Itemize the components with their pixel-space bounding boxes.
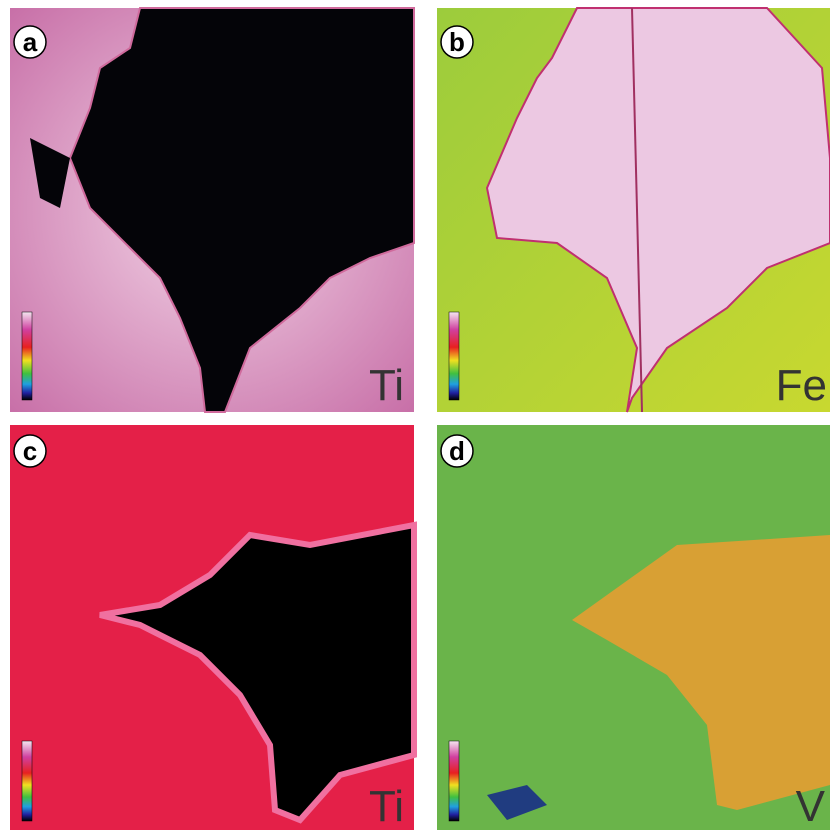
panel-c: c Ti [10,425,414,830]
element-label: Ti [369,782,404,830]
element-label: Fe [776,361,827,410]
panel-b: b Fe [437,8,830,412]
panel-a: a Ti [10,8,414,412]
element-label: Ti [369,361,404,410]
colorbar [449,741,459,821]
element-label: V [796,782,826,830]
panel-label: b [449,27,465,57]
colorbar [22,741,32,821]
panel-d: d V [437,425,830,830]
colorbar [449,312,459,400]
figure: a Ti b Fe c Ti d V [0,0,830,830]
panel-label: d [449,436,465,466]
panel-label: c [23,436,37,466]
colorbar [22,312,32,400]
panel-label: a [23,27,38,57]
